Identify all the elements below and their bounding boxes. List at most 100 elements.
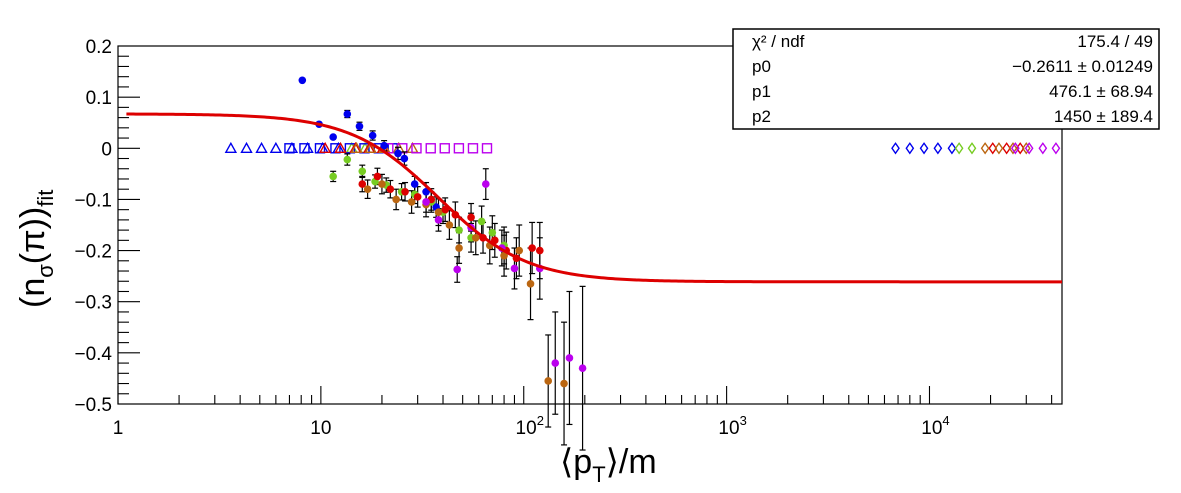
open-diamond-marker [1038,142,1048,155]
x-tick-label: 104 [921,413,949,439]
open-diamond-marker [980,142,990,155]
data-point [407,198,416,206]
open-square-marker [299,143,310,154]
data-point [329,172,337,181]
open-diamond-marker [947,142,957,155]
data-point [413,193,422,201]
open-triangle-marker [269,141,283,153]
open-diamond-marker [1002,142,1011,155]
open-square-marker [425,143,436,154]
open-triangle-marker [301,141,314,153]
stats-label: p2 [752,107,771,126]
open-square-marker [411,143,422,154]
data-point [434,208,443,217]
data-point [536,246,544,255]
x-tick-label: 102 [516,413,544,439]
open-triangle-marker [285,141,299,153]
open-triangle-marker [350,141,363,153]
y-tick-label: −0.3 [74,293,112,314]
open-square-marker [467,143,479,154]
plot-frame [117,45,1063,405]
data-point [373,172,382,181]
y-tick-label: 0.2 [86,37,112,58]
data-point [298,76,307,85]
open-diamond-marker [1010,142,1020,155]
x-tick-label: 10 [310,418,331,439]
data-point [343,110,352,118]
open-square-marker [439,143,450,154]
data-point [455,244,463,252]
stats-label: p0 [752,57,771,76]
data-point [410,180,419,188]
data-point [392,195,400,204]
data-point [453,265,462,274]
y-tick-label: −0.4 [74,344,112,365]
open-square-marker [284,143,295,154]
data-point [467,213,475,222]
y-tick-label: 0.1 [86,88,112,109]
y-tick-label: −0.5 [74,395,112,416]
data-point [343,155,352,164]
data-point [386,185,395,193]
open-diamond-marker [905,142,915,155]
data-point [551,359,560,367]
data-point [488,228,497,237]
data-point [368,131,377,140]
data-point [434,216,443,224]
open-diamond-marker [891,142,900,155]
open-marker-layer [224,141,1061,155]
data-point [471,233,480,242]
open-triangle-marker [318,141,332,153]
open-diamond-marker [933,142,943,155]
data-point [544,377,553,385]
open-square-marker [453,143,465,154]
data-point [515,246,524,255]
x-tick-label: 103 [718,413,746,439]
data-point [329,133,337,141]
open-diamond-marker [954,142,964,155]
data-point [528,244,536,252]
data-point [477,217,486,226]
data-point [363,185,372,193]
y-axis: 0.2 0.1 0 −0.1 −0.2 −0.3 −0.4 −0.5 [74,37,140,416]
data-point [401,187,409,196]
fit-curve [126,112,1062,284]
open-diamond-marker [1021,142,1031,155]
data-point [481,180,490,188]
data-point [510,264,519,273]
open-triangle-marker [224,141,238,153]
y-axis-title: (nσ(π))fit [14,190,58,308]
stats-box: χ² / ndf 175.4 / 49 p0 −0.2611 ± 0.01249 p1 4… [732,28,1160,130]
data-point [378,180,386,188]
data-point [422,198,430,206]
y-tick-label: 0 [101,139,112,160]
open-diamond-marker [1051,142,1061,155]
stats-value: 175.4 / 49 [1077,32,1153,51]
data-point [422,187,430,196]
stats-label: p1 [752,82,771,101]
data-point [400,154,409,163]
data-point [358,180,367,188]
stats-value: 476.1 ± 68.94 [1049,82,1153,101]
data-point [565,354,574,362]
open-triangle-marker [240,141,253,153]
x-axis: 1 10 102 103 104 [113,386,1053,439]
data-point [526,280,535,288]
data-point [560,379,568,388]
open-triangle-marker [364,141,377,153]
data-point [445,221,454,229]
y-tick-label: −0.2 [74,242,112,263]
data-point [380,141,388,150]
open-triangle-marker [255,141,268,153]
data-point [500,251,508,260]
data-series-layer [298,76,587,451]
open-triangle-marker [334,141,347,153]
stats-value: −0.2611 ± 0.01249 [1012,57,1153,76]
open-square-marker [481,143,493,154]
open-diamond-marker [988,142,998,155]
open-diamond-marker [919,142,929,155]
open-diamond-marker [967,142,977,155]
open-diamond-marker [1024,142,1034,155]
data-point [358,167,367,176]
